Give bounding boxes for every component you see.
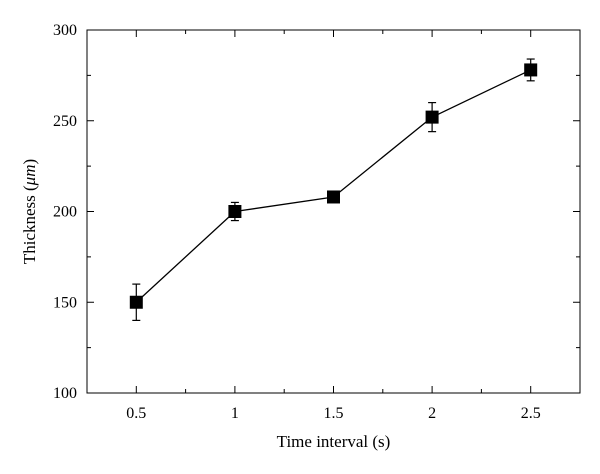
x-tick-label: 1.5 bbox=[324, 405, 344, 422]
data-series bbox=[129, 58, 538, 321]
y-axis-ticks: 100 150 200 250 300 bbox=[53, 22, 580, 402]
plot-frame bbox=[86, 29, 581, 394]
y-tick-label: 250 bbox=[53, 113, 77, 130]
y-axis-label-suffix: ) bbox=[20, 159, 39, 165]
y-tick-label: 100 bbox=[53, 385, 77, 402]
y-tick-label: 300 bbox=[53, 22, 77, 39]
x-axis-ticks: 0.5 1 1.5 2 2.5 bbox=[126, 30, 541, 422]
series-line bbox=[135, 69, 531, 303]
y-axis-label: Thickness (μm) bbox=[20, 159, 39, 264]
data-point bbox=[327, 190, 340, 204]
data-point bbox=[129, 295, 143, 309]
y-tick-label: 150 bbox=[53, 294, 77, 311]
y-axis-label-prefix: Thickness ( bbox=[20, 185, 39, 264]
y-tick-label: 200 bbox=[53, 204, 77, 221]
data-point bbox=[524, 63, 538, 77]
data-point bbox=[228, 205, 242, 218]
y-axis-label-unit: μm bbox=[20, 165, 39, 187]
x-tick-label: 0.5 bbox=[126, 405, 146, 422]
x-tick-label: 2 bbox=[428, 405, 436, 422]
axes bbox=[86, 29, 581, 394]
x-tick-label: 2.5 bbox=[521, 405, 541, 422]
data-point bbox=[425, 110, 439, 124]
x-axis-label: Time interval (s) bbox=[277, 432, 391, 451]
x-tick-label: 1 bbox=[231, 405, 239, 422]
